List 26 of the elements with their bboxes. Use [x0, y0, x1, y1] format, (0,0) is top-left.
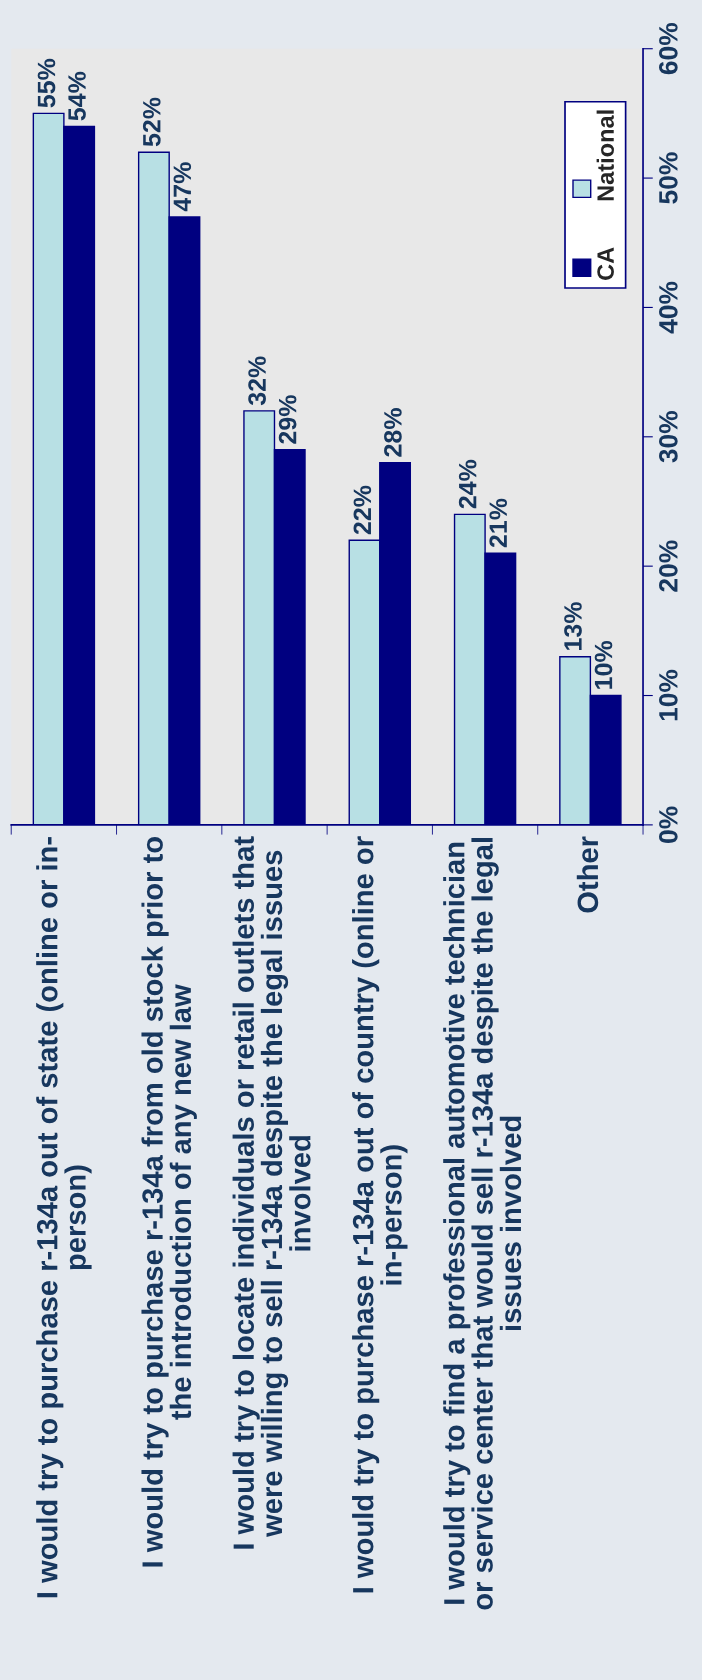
x-tick-label: Other: [576, 836, 599, 913]
y-tick-label: 20%: [659, 540, 678, 592]
y-tick-label: 40%: [659, 281, 678, 334]
data-label: 32%: [248, 356, 266, 406]
x-tick-label: I would try to purchase r-134a out of state (online or in- person): [36, 837, 92, 1598]
data-label: 55%: [37, 58, 56, 108]
y-tick-label: 50%: [659, 152, 678, 204]
data-label: 10%: [594, 640, 613, 689]
legend-label: CA: [597, 247, 614, 280]
data-label: 29%: [278, 395, 297, 444]
y-tick-label: 0%: [659, 806, 678, 843]
x-tick-label: I would try to locate individuals or retail outlets that were willing to sell r-134a despite the legal issues involved: [232, 836, 311, 1549]
data-label: 54%: [68, 71, 86, 121]
data-label: 13%: [564, 602, 582, 650]
x-tick-label: I would try to purchase r-134a out of country (online or in-person): [352, 836, 408, 1593]
data-label: 22%: [353, 485, 372, 535]
data-label: 52%: [142, 97, 161, 147]
y-tick-label: 10%: [659, 669, 678, 721]
x-tick-label: I would try to find a professional automotive technician or service center that would sell r-134a despite the legal issues involved: [443, 837, 522, 1610]
data-label: 24%: [458, 459, 477, 509]
y-tick-label: 30%: [659, 411, 678, 463]
data-label: 47%: [173, 162, 192, 212]
text: National: [596, 110, 614, 201]
data-label: 21%: [489, 498, 508, 548]
data-label: 28%: [384, 408, 402, 457]
y-tick-label: 60%: [659, 23, 678, 75]
